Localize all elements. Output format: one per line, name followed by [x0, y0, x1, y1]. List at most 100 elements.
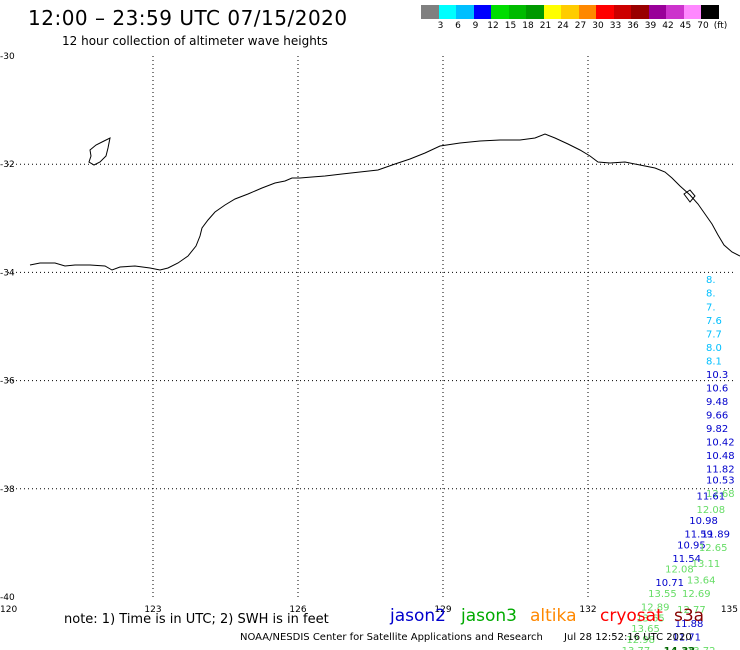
colorbar-label: 3 — [437, 21, 444, 31]
colorbar-label: 70 — [697, 21, 709, 31]
satellite-legend-item: s3a — [674, 606, 705, 626]
wave-height-value: 11.82 — [706, 465, 735, 476]
wave-height-value: 8. — [706, 289, 716, 300]
latitude-tick-label: -36 — [0, 377, 15, 387]
wave-height-value: 12.08 — [665, 565, 694, 576]
wave-height-value: 12.68 — [706, 489, 735, 500]
colorbar-cell — [666, 5, 684, 19]
wave-height-value: 12.65 — [699, 543, 728, 554]
axis-tick-labels: -30 -32 -34 -36 -38 -40 120 123 126 129 132 135 — [0, 52, 738, 615]
wave-height-value: 13.11 — [692, 559, 721, 570]
latitude-tick-label: -30 — [0, 52, 15, 62]
wave-height-value: 11.71 — [672, 632, 701, 643]
wave-height-value: 12.08 — [697, 505, 726, 516]
wave-height-value: 11.88 — [675, 619, 704, 630]
map-frame — [8, 56, 733, 597]
wave-height-value: 13.65 — [631, 624, 660, 635]
colorbar-cell — [578, 5, 596, 19]
colorbar-cell — [456, 5, 474, 19]
wave-height-value: 10.3 — [706, 370, 728, 381]
colorbar-cell — [648, 5, 666, 19]
latitude-tick-label: -32 — [0, 160, 15, 170]
wave-height-value: 7.6 — [706, 316, 722, 327]
wave-height-observations: 8. 8. 7. 7.6 7.7 8.0 8.1 10.3 10.6 9.48 9.66 9.82 10… — [622, 275, 735, 650]
wave-height-value: 13.64 — [687, 575, 716, 586]
wave-height-value: 13.65 — [636, 613, 665, 624]
wave-height-value: 9.66 — [706, 410, 728, 421]
wave-height-value: 10.53 — [706, 475, 735, 486]
colorbar-label: 9 — [472, 21, 479, 31]
wave-height-colorbar — [421, 5, 719, 19]
colorbar-label: (ft) — [713, 21, 728, 31]
footer-timestamp: Jul 28 12:52:16 UTC 2020 — [564, 632, 692, 643]
wave-height-value: 10.48 — [706, 451, 735, 462]
colorbar-labels: 3 6 9 12 15 18 21 24 27 30 33 36 39 42 45 70 (ft) — [421, 21, 740, 35]
island-coastline — [88, 137, 111, 166]
longitude-tick-label: 135 — [721, 605, 738, 615]
wave-height-value: 9.48 — [706, 397, 728, 408]
wave-height-value: 7. — [706, 302, 716, 313]
wave-height-value: 12.77 — [677, 605, 706, 616]
colorbar-cell — [491, 5, 509, 19]
satellite-legend-item: jason2 — [390, 606, 446, 626]
colorbar-label: 39 — [644, 21, 657, 31]
colorbar-label: 21 — [539, 21, 552, 31]
wave-height-value: 11.59 — [684, 529, 713, 540]
wave-height-value: 8.1 — [706, 356, 722, 367]
colorbar-cell — [421, 5, 439, 19]
wave-height-value: 11.61 — [697, 492, 726, 503]
colorbar-label: 33 — [609, 21, 622, 31]
graticule — [8, 56, 733, 597]
wave-height-value: 8. — [706, 275, 716, 286]
colorbar-label: 18 — [522, 21, 534, 31]
wave-height-value: 13.55 — [648, 589, 677, 600]
longitude-tick-label: 129 — [434, 605, 451, 615]
colorbar-label: 24 — [557, 21, 569, 31]
longitude-tick-label: 120 — [0, 605, 17, 615]
australia-coastline — [29, 133, 740, 271]
satellite-legend-item: jason3 — [461, 606, 517, 626]
colorbar-cell — [561, 5, 579, 19]
map-subtitle: 12 hour collection of altimeter wave hei… — [62, 34, 328, 48]
latitude-tick-label: -34 — [0, 268, 15, 278]
wave-height-value: 8.0 — [706, 343, 722, 354]
wave-height-value: 11.89 — [701, 529, 730, 540]
longitude-tick-label: 132 — [579, 605, 596, 615]
colorbar-cell — [438, 5, 456, 19]
colorbar-cell — [526, 5, 544, 19]
small-island-coastline — [683, 189, 696, 203]
wave-height-value: 10.95 — [677, 540, 706, 551]
colorbar-cell — [701, 5, 719, 19]
colorbar-label: 30 — [592, 21, 604, 31]
colorbar-cell — [596, 5, 614, 19]
colorbar-cell — [613, 5, 631, 19]
colorbar-label: 12 — [487, 21, 499, 31]
longitude-tick-label: 126 — [289, 605, 306, 615]
colorbar-label: 15 — [504, 21, 517, 31]
colorbar-label: 27 — [574, 21, 587, 31]
longitude-tick-label: 123 — [144, 605, 161, 615]
wave-height-value: 14.33 — [664, 646, 696, 650]
wave-height-value: 7.7 — [706, 329, 722, 340]
wave-height-value: 13.77 — [622, 646, 651, 650]
map-title: 12:00 – 23:59 UTC 07/15/2020 — [28, 6, 348, 30]
footer: NOAA/NESDIS Center for Satellite Applica… — [240, 632, 710, 643]
colorbar-label: 6 — [455, 21, 461, 31]
colorbar-label: 36 — [627, 21, 639, 31]
wave-height-value: 12.69 — [682, 589, 711, 600]
wave-height-value: 10.71 — [655, 578, 684, 589]
colorbar-cell — [543, 5, 561, 19]
wave-height-value: 10.6 — [706, 383, 728, 394]
wave-height-value: 13.72 — [687, 646, 716, 650]
colorbar-cell — [508, 5, 526, 19]
colorbar-cell — [473, 5, 491, 19]
wave-height-value: 12.89 — [641, 603, 670, 614]
wave-height-value: 9.82 — [706, 424, 728, 435]
wave-height-value: 11.54 — [672, 554, 701, 565]
wave-height-value: 12.98 — [626, 635, 655, 646]
footer-org: NOAA/NESDIS Center for Satellite Applica… — [240, 632, 543, 643]
satellite-legend-item: altika — [530, 606, 577, 626]
colorbar-cell — [683, 5, 701, 19]
colorbar-label: 45 — [679, 21, 692, 31]
